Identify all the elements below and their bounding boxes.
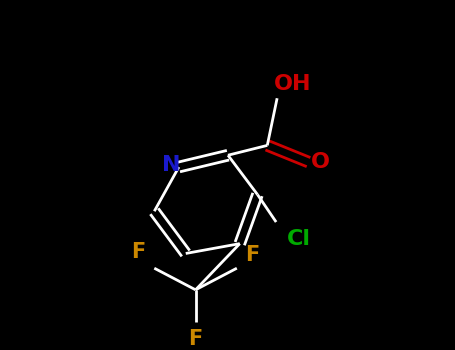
Text: F: F [188, 329, 202, 349]
Text: O: O [311, 152, 330, 172]
Text: Cl: Cl [287, 229, 311, 249]
Text: OH: OH [274, 74, 312, 93]
Text: F: F [131, 243, 146, 262]
Text: F: F [245, 245, 260, 265]
Text: N: N [162, 155, 180, 175]
